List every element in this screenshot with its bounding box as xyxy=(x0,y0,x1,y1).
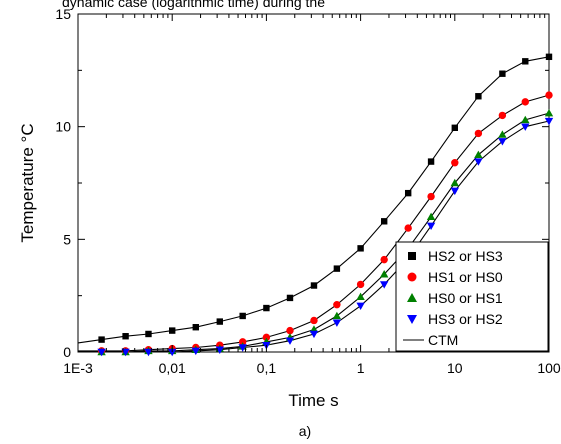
x-tick-label: 1 xyxy=(357,360,365,376)
data-point xyxy=(239,312,246,320)
data-point xyxy=(309,330,319,339)
data-point xyxy=(286,326,294,335)
data-point xyxy=(427,192,435,201)
x-axis-title: Time s xyxy=(288,391,338,410)
legend-marker xyxy=(407,315,417,324)
data-point xyxy=(169,327,176,334)
data-point xyxy=(498,138,507,146)
legend-label: CTM xyxy=(428,332,458,348)
data-point xyxy=(427,158,435,165)
y-axis: 0 5 10 15 xyxy=(55,6,549,360)
data-point xyxy=(192,324,199,331)
data-point xyxy=(332,311,342,320)
data-point xyxy=(450,187,459,196)
data-point xyxy=(474,150,483,159)
data-point xyxy=(545,53,553,61)
data-point xyxy=(379,281,389,289)
data-point xyxy=(544,108,554,117)
data-point xyxy=(474,129,483,138)
legend-label: HS3 or HS2 xyxy=(428,311,503,327)
legend-marker xyxy=(408,252,416,260)
x-tick-label: 10 xyxy=(447,360,463,376)
data-point xyxy=(263,304,270,312)
y-tick-label: 10 xyxy=(55,119,71,135)
data-point xyxy=(521,123,530,131)
data-point xyxy=(498,111,507,120)
data-point xyxy=(356,302,365,311)
data-point xyxy=(168,348,177,357)
data-point xyxy=(238,344,247,352)
data-point xyxy=(380,255,388,264)
legend-marker xyxy=(407,272,417,282)
legend-label: HS0 or HS1 xyxy=(428,290,503,306)
legend-box xyxy=(395,241,549,352)
data-point xyxy=(122,333,129,340)
data-point xyxy=(545,91,553,99)
data-point xyxy=(98,336,105,343)
data-point xyxy=(474,158,483,166)
data-point xyxy=(522,58,529,65)
data-point xyxy=(426,222,436,231)
data-point xyxy=(332,319,342,327)
legend-label: HS2 or HS3 xyxy=(428,248,503,264)
data-point xyxy=(450,178,459,187)
data-point xyxy=(285,337,295,345)
data-point xyxy=(145,330,152,338)
y-tick-label: 5 xyxy=(63,231,71,247)
data-point xyxy=(357,245,364,252)
x-tick-label: 0,01 xyxy=(159,360,186,376)
x-tick-label: 0,1 xyxy=(257,360,277,376)
data-point xyxy=(404,224,412,232)
data-point xyxy=(333,300,341,309)
data-point xyxy=(286,294,294,302)
data-point xyxy=(215,346,224,354)
data-point xyxy=(521,98,529,106)
data-point xyxy=(379,270,389,278)
data-point xyxy=(498,130,507,138)
y-tick-label: 15 xyxy=(55,6,71,22)
data-point xyxy=(191,347,200,356)
data-point xyxy=(238,338,247,346)
data-point xyxy=(499,70,506,77)
data-point xyxy=(356,292,365,300)
x-tick-label: 1E-3 xyxy=(63,360,93,376)
data-point xyxy=(310,316,318,325)
header-fragment: dynamic case (logarithmic time) during t… xyxy=(62,0,325,10)
data-point xyxy=(262,333,271,342)
data-point xyxy=(426,212,436,220)
y-axis-title: Temperature °C xyxy=(18,123,37,242)
data-point xyxy=(97,348,106,357)
y-tick-label: 0 xyxy=(63,344,71,360)
data-point xyxy=(521,115,530,124)
data-point xyxy=(404,189,412,197)
data-point xyxy=(121,348,130,357)
data-point xyxy=(380,218,388,225)
x-tick-label: 100 xyxy=(537,360,561,376)
data-point xyxy=(544,117,554,126)
data-point xyxy=(356,280,365,289)
data-point xyxy=(333,265,341,272)
data-markers xyxy=(97,53,554,357)
data-point xyxy=(475,93,482,100)
data-point xyxy=(310,282,318,289)
data-point xyxy=(451,159,459,167)
data-point xyxy=(216,318,223,325)
figure-caption: a) xyxy=(299,423,311,439)
legend: HS2 or HS3 HS1 or HS0 HS0 or HS1 HS3 or HS2… xyxy=(395,241,549,352)
legend-label: HS1 or HS0 xyxy=(428,269,503,285)
data-point xyxy=(144,348,153,357)
data-point xyxy=(451,124,458,131)
legend-marker xyxy=(407,293,417,302)
